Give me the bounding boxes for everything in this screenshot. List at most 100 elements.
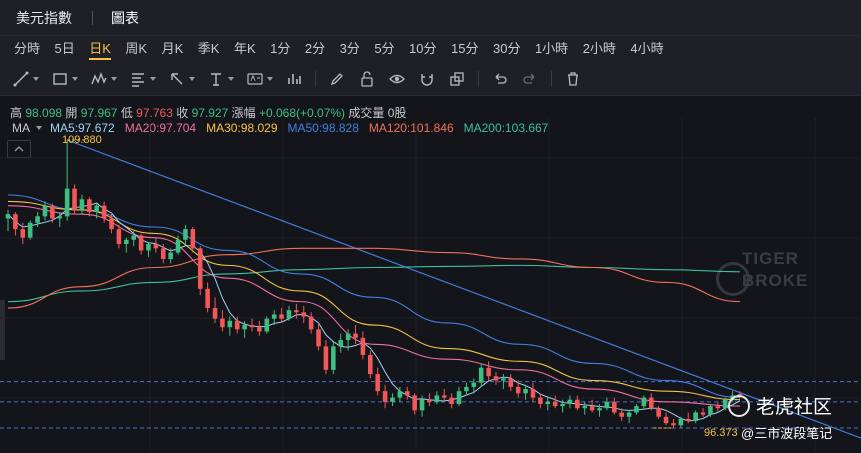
- candle-body: [286, 310, 292, 319]
- candle-body: [552, 401, 558, 407]
- period-9[interactable]: 3分: [339, 41, 360, 56]
- period-3[interactable]: 周K: [125, 41, 148, 56]
- candle-body: [160, 248, 166, 259]
- candle-body: [567, 399, 573, 404]
- candle-body: [146, 244, 151, 251]
- candle-body: [582, 406, 588, 409]
- drawing-toolbar: [0, 62, 861, 96]
- period-13[interactable]: 30分: [492, 41, 521, 56]
- brand-logo-icon: [728, 394, 750, 417]
- period-1[interactable]: 5日: [54, 41, 75, 56]
- watermark-line2: BROKE: [742, 271, 809, 290]
- magnet-tool[interactable]: [418, 68, 436, 90]
- candle-body: [693, 412, 698, 422]
- trash-tool[interactable]: [564, 68, 582, 90]
- trend-line-tool[interactable]: [12, 68, 39, 90]
- ma-item-5: MA200:103.667: [463, 121, 549, 135]
- candlestick-chart[interactable]: [0, 118, 861, 453]
- period-7[interactable]: 1分: [270, 41, 291, 56]
- period-6[interactable]: 年K: [233, 41, 256, 56]
- volume-label: 成交量: [348, 106, 385, 120]
- period-15[interactable]: 2小時: [582, 41, 616, 56]
- candle-body: [87, 199, 92, 213]
- undo-tool[interactable]: [491, 68, 509, 90]
- tool-dropdown-icon[interactable]: [33, 76, 39, 81]
- candle-body: [464, 386, 469, 392]
- candle-body: [589, 406, 595, 411]
- candle-body: [523, 389, 528, 394]
- candle-body: [279, 314, 284, 319]
- period-16[interactable]: 4小時: [630, 41, 664, 56]
- period-11[interactable]: 10分: [409, 41, 437, 56]
- eye-tool[interactable]: [388, 68, 406, 90]
- arrow-tool[interactable]: [168, 68, 195, 90]
- period-12[interactable]: 15分: [451, 41, 479, 56]
- candle-body: [271, 314, 277, 319]
- pattern-tool[interactable]: [90, 68, 117, 90]
- candle-body: [72, 188, 77, 210]
- top-bar: 美元指數 圖表: [0, 0, 861, 36]
- candle-body: [604, 401, 610, 409]
- ma-dropdown-icon[interactable]: [36, 126, 42, 130]
- candle-body: [493, 376, 499, 381]
- chevron-up-icon: [14, 146, 24, 152]
- candle-body: [27, 222, 33, 238]
- period-8[interactable]: 2分: [304, 41, 326, 56]
- instrument-title: 美元指數: [16, 9, 72, 26]
- candle-body: [404, 391, 410, 396]
- candle-body: [419, 399, 425, 411]
- candle-body: [375, 374, 380, 392]
- period-4[interactable]: 月K: [161, 41, 184, 56]
- candle-body: [301, 312, 307, 317]
- candle-body: [597, 408, 602, 411]
- indicator-tool[interactable]: [285, 68, 303, 90]
- tool-dropdown-icon[interactable]: [189, 76, 195, 81]
- redo-tool[interactable]: [521, 68, 539, 90]
- candle-body: [131, 235, 136, 240]
- candle-body: [663, 416, 669, 424]
- candle-body: [175, 239, 181, 253]
- fibonacci-tool[interactable]: [129, 68, 156, 90]
- period-5[interactable]: 季K: [197, 41, 220, 56]
- tool-dropdown-icon[interactable]: [228, 76, 234, 81]
- title-separator: [92, 10, 93, 25]
- candle-body: [648, 397, 654, 409]
- candle-body: [308, 316, 314, 330]
- pen-tool[interactable]: [328, 68, 346, 90]
- tool-dropdown-icon[interactable]: [150, 76, 156, 81]
- clone-icon: [450, 71, 464, 86]
- brand: 老虎社区: [728, 392, 832, 419]
- chart-tab[interactable]: 圖表: [111, 9, 139, 26]
- tool-dropdown-icon[interactable]: [111, 76, 117, 81]
- candle-body: [722, 399, 728, 409]
- tool-dropdown-icon[interactable]: [267, 76, 273, 81]
- ma-label[interactable]: MA: [12, 121, 30, 135]
- left-panel-handle[interactable]: [0, 300, 5, 360]
- close-label: 收: [176, 106, 189, 120]
- fibonacci-icon: [132, 72, 144, 87]
- watermark-logo-icon: [716, 262, 750, 296]
- period-0[interactable]: 分時: [14, 41, 41, 56]
- rectangle-tool[interactable]: [51, 68, 78, 90]
- ma-line-ma5: [7, 202, 741, 422]
- period-14[interactable]: 1小時: [534, 41, 569, 56]
- low-mark-label: 96.373: [704, 427, 738, 439]
- candle-body: [626, 412, 632, 417]
- rectangle-icon: [53, 72, 67, 85]
- pattern-icon: [91, 71, 107, 84]
- period-10[interactable]: 5分: [374, 41, 395, 56]
- candle-body: [441, 395, 447, 398]
- period-2[interactable]: 日K: [89, 36, 111, 62]
- candle-body: [153, 244, 159, 249]
- label-tool[interactable]: [246, 68, 273, 90]
- text-tool[interactable]: [207, 68, 234, 90]
- candle-body: [205, 288, 210, 309]
- lock-tool[interactable]: [358, 68, 376, 90]
- clone-tool[interactable]: [448, 68, 466, 90]
- label-icon: [247, 72, 263, 85]
- change-label: 漲幅: [231, 106, 256, 120]
- redo-icon: [523, 73, 535, 84]
- tool-dropdown-icon[interactable]: [72, 76, 78, 81]
- candle-body: [316, 329, 321, 347]
- candle-body: [671, 423, 676, 426]
